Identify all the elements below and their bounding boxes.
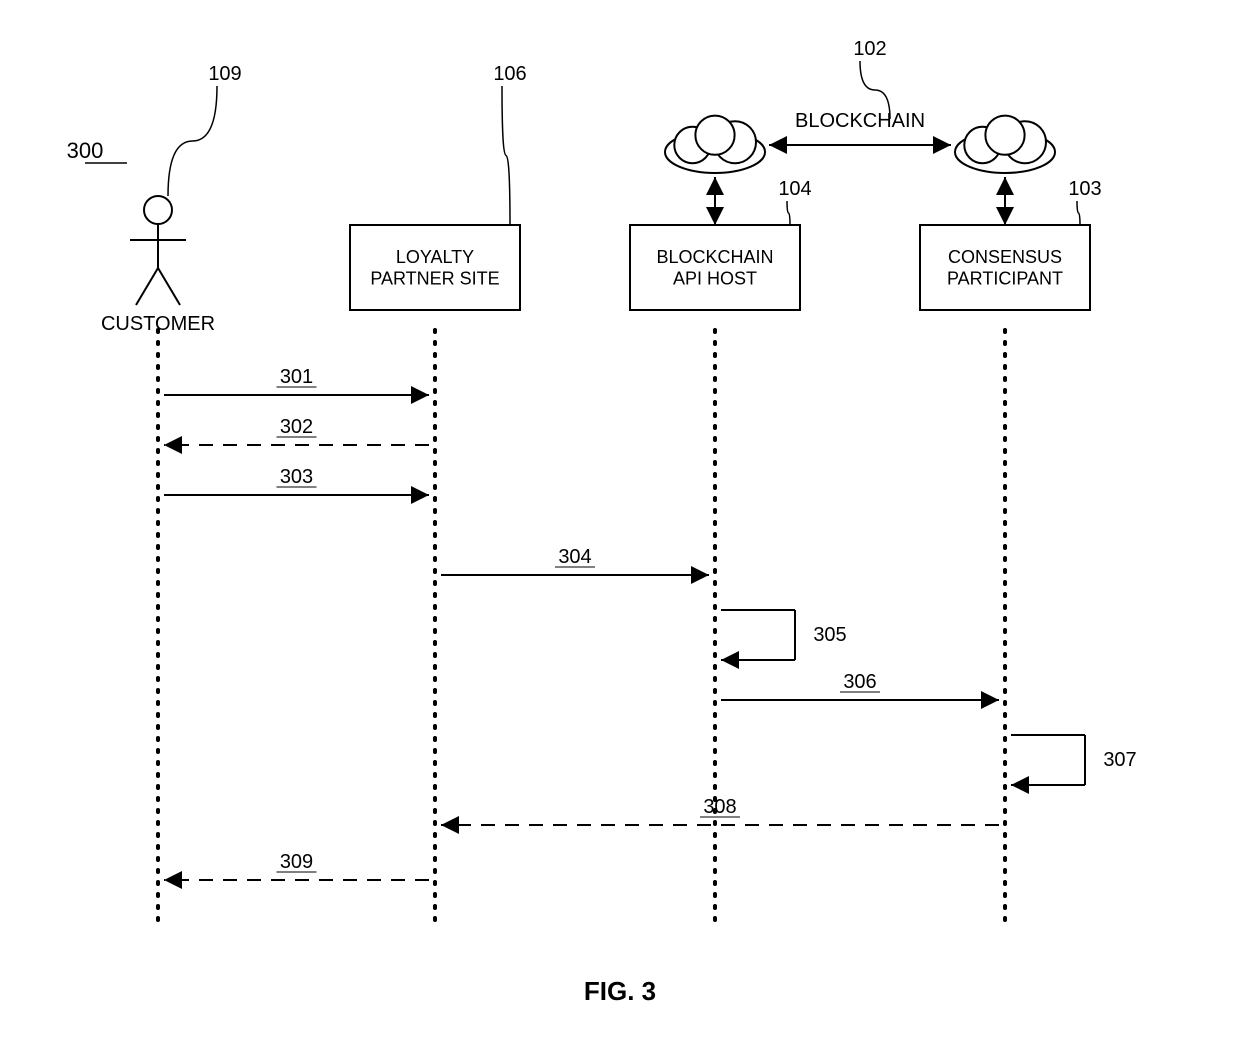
- svg-text:306: 306: [843, 671, 876, 693]
- svg-text:109: 109: [208, 63, 241, 85]
- svg-text:104: 104: [778, 178, 811, 200]
- svg-text:CONSENSUS: CONSENSUS: [948, 247, 1062, 267]
- svg-text:BLOCKCHAIN: BLOCKCHAIN: [656, 247, 773, 267]
- svg-text:305: 305: [813, 624, 846, 646]
- actor-loyalty-partner-site: [350, 225, 520, 310]
- svg-text:106: 106: [493, 63, 526, 85]
- actor-blockchain-api-host: [630, 225, 800, 310]
- cloud-left-icon: [665, 116, 765, 173]
- svg-text:303: 303: [280, 466, 313, 488]
- svg-text:PARTICIPANT: PARTICIPANT: [947, 269, 1063, 289]
- actor-customer: [130, 196, 186, 305]
- svg-text:LOYALTY: LOYALTY: [396, 247, 474, 267]
- svg-text:API HOST: API HOST: [673, 269, 757, 289]
- svg-text:301: 301: [280, 366, 313, 388]
- figure-caption: FIG. 3: [584, 976, 656, 1006]
- svg-text:307: 307: [1103, 749, 1136, 771]
- self-call-307: [1011, 735, 1085, 794]
- svg-text:309: 309: [280, 851, 313, 873]
- svg-text:BLOCKCHAIN: BLOCKCHAIN: [795, 110, 925, 132]
- self-call-305: [721, 610, 795, 669]
- cloud-right-icon: [955, 116, 1055, 173]
- svg-text:304: 304: [558, 546, 591, 568]
- svg-text:300: 300: [67, 138, 104, 163]
- svg-text:302: 302: [280, 416, 313, 438]
- actor-consensus-participant: [920, 225, 1090, 310]
- svg-text:308: 308: [703, 796, 736, 818]
- svg-text:PARTNER SITE: PARTNER SITE: [370, 269, 499, 289]
- svg-text:103: 103: [1068, 178, 1101, 200]
- svg-text:102: 102: [853, 38, 886, 60]
